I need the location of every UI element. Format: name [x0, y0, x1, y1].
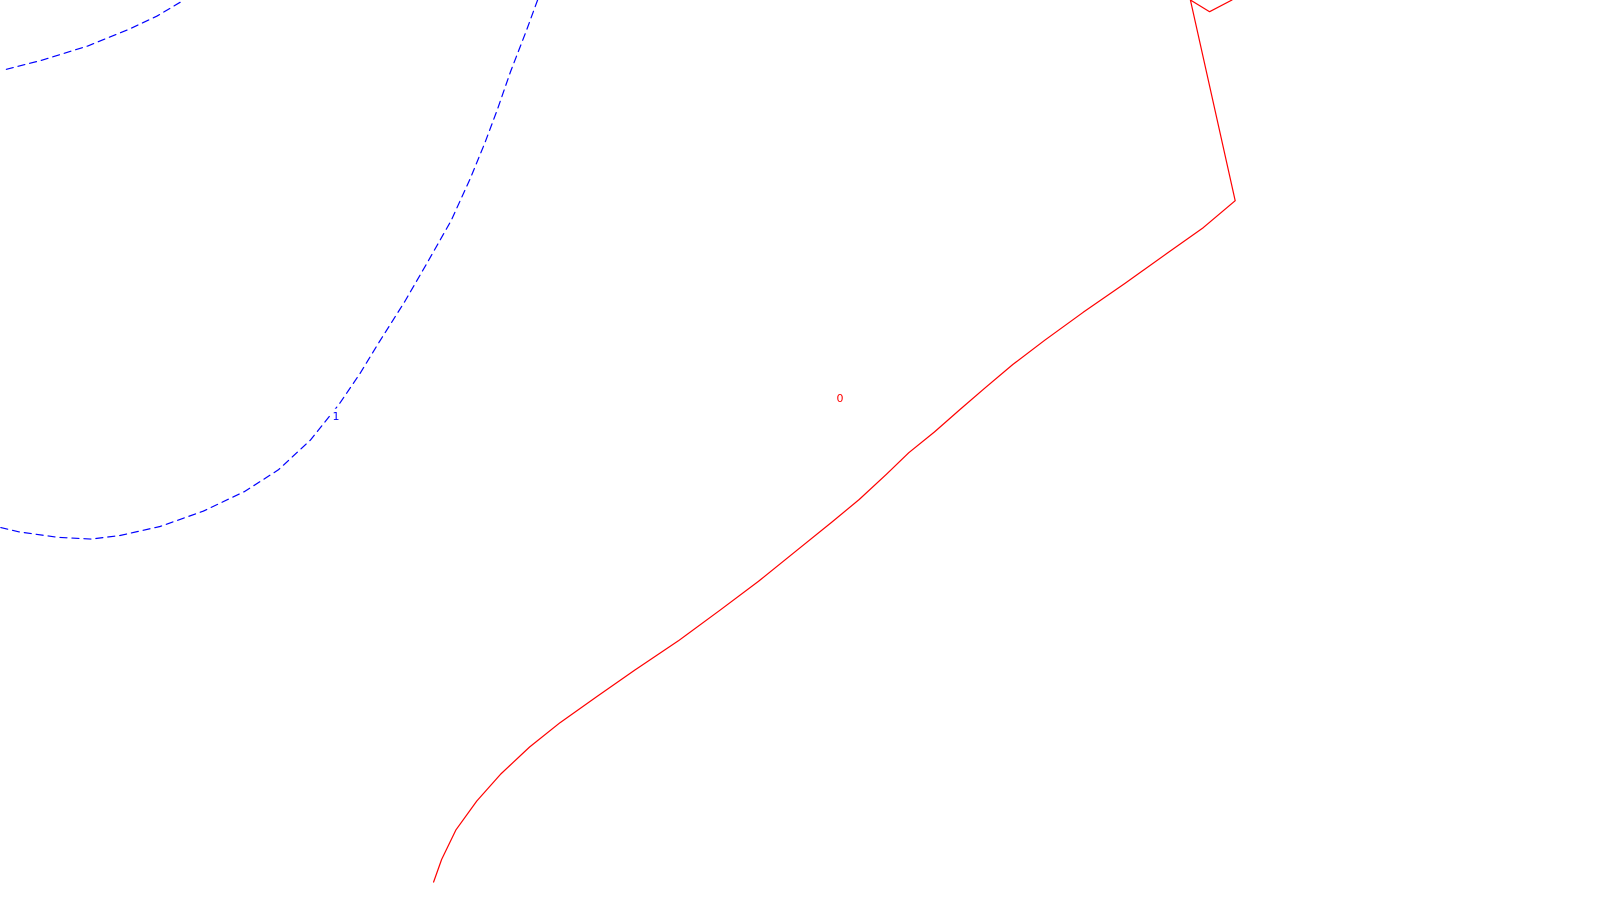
contour-line-level-0-segment-0 — [433, 0, 1236, 883]
contour-line-level-1-segment-0 — [5, 0, 185, 70]
contour-label-background-level-1 — [331, 408, 341, 422]
contour-lines-group — [0, 0, 1236, 883]
contour-label-level-0: 0 — [837, 392, 844, 405]
contour-label-background-level-0 — [835, 390, 845, 404]
contour-labels-group: 10 — [331, 390, 845, 423]
contour-line-level-1-segment-1 — [0, 0, 539, 540]
contour-label-level-1: 1 — [333, 410, 340, 423]
